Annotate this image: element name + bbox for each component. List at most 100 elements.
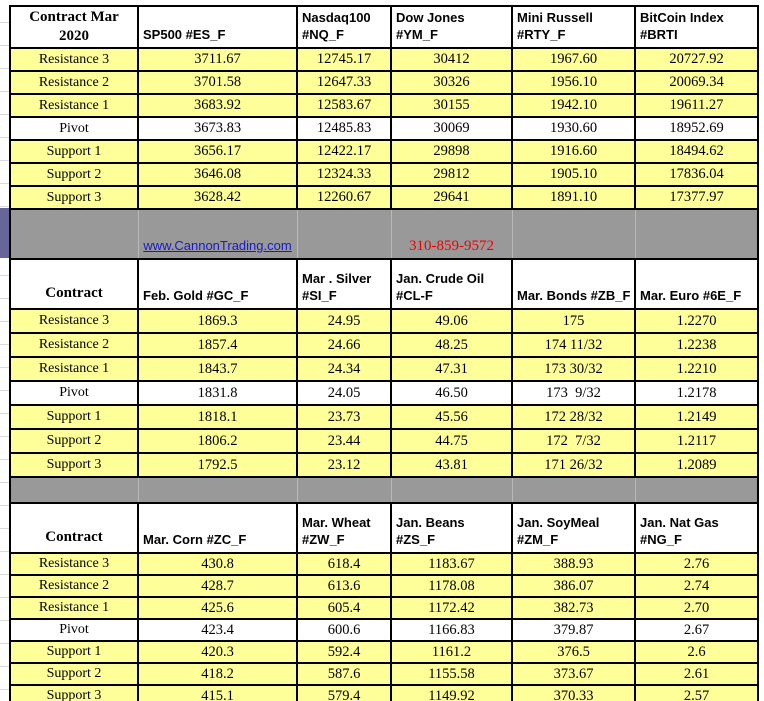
- value-cell: 175: [511, 308, 636, 334]
- column-header-line: SP500 #ES_F: [143, 27, 226, 43]
- value-cell: 2.74: [634, 574, 759, 598]
- separator-cell: [296, 476, 392, 504]
- value-cell: 18952.69: [634, 116, 759, 141]
- value-cell: 376.5: [511, 640, 636, 664]
- value-cell: 172 28/32: [511, 404, 636, 430]
- row-label: Support 2: [9, 662, 139, 686]
- value-cell: 1905.10: [511, 162, 636, 187]
- value-cell: 1183.67: [390, 552, 513, 576]
- row-label: Resistance 2: [9, 332, 139, 358]
- column-header: Mini Russell #RTY_F: [511, 5, 636, 49]
- table-row: Support 1 420.3 592.4 1161.2 376.5 2.6: [9, 640, 759, 664]
- value-cell: 618.4: [296, 552, 392, 576]
- header-row: Contract Feb. Gold #GC_F Mar . Silver #SI_F…: [9, 258, 759, 310]
- value-cell: 2.76: [634, 552, 759, 576]
- column-header-line: #ZM_F: [517, 532, 559, 548]
- row-label: Support 3: [9, 684, 139, 701]
- value-cell: 613.6: [296, 574, 392, 598]
- contract-corner-cell: Contract: [9, 502, 139, 554]
- column-header-line: #NQ_F: [302, 27, 344, 43]
- value-cell: 2.70: [634, 596, 759, 620]
- table-row: Resistance 1 1843.7 24.34 47.31 173 30/32 1.2…: [9, 356, 759, 382]
- value-cell: 30412: [390, 47, 513, 72]
- value-cell: 2.61: [634, 662, 759, 686]
- column-header-line: #RTY_F: [517, 27, 566, 43]
- table-row: Resistance 2 1857.4 24.66 48.25 174 11/32 1.2…: [9, 332, 759, 358]
- contract-corner-cell: Contract: [9, 258, 139, 310]
- value-cell: 17377.97: [634, 185, 759, 210]
- value-cell: 1.2178: [634, 380, 759, 406]
- row-label: Resistance 3: [9, 47, 139, 72]
- row-label: Resistance 2: [9, 574, 139, 598]
- value-cell: 1161.2: [390, 640, 513, 664]
- value-cell: 172 7/32: [511, 428, 636, 454]
- margin-accent-strip: [0, 208, 9, 258]
- column-header: Feb. Gold #GC_F: [137, 258, 298, 310]
- value-cell: 3656.17: [137, 139, 298, 164]
- column-header-line: Mar. Euro #6E_F: [640, 288, 742, 304]
- value-cell: 600.6: [296, 618, 392, 642]
- column-header: Mar. Euro #6E_F: [634, 258, 759, 310]
- column-header: Mar. Corn #ZC_F: [137, 502, 298, 554]
- value-cell: 379.87: [511, 618, 636, 642]
- value-cell: 1967.60: [511, 47, 636, 72]
- row-label: Support 1: [9, 404, 139, 430]
- value-cell: 20069.34: [634, 70, 759, 95]
- value-cell: 20727.92: [634, 47, 759, 72]
- row-label: Resistance 3: [9, 552, 139, 576]
- value-cell: 1916.60: [511, 139, 636, 164]
- column-header: Dow Jones #YM_F: [390, 5, 513, 49]
- header-row: Contract Mar. Corn #ZC_F Mar. Wheat #ZW_F Ja…: [9, 502, 759, 554]
- column-header: Jan. Crude Oil #CL-F: [390, 258, 513, 310]
- column-header-line: Jan. Nat Gas: [640, 515, 719, 531]
- value-cell: 29812: [390, 162, 513, 187]
- row-label: Support 2: [9, 162, 139, 187]
- column-header-line: #ZS_F: [396, 532, 436, 548]
- table-row: Resistance 2 3701.58 12647.33 30326 1956.10 2…: [9, 70, 759, 95]
- value-cell: 3701.58: [137, 70, 298, 95]
- value-cell: 173 30/32: [511, 356, 636, 382]
- value-cell: 1956.10: [511, 70, 636, 95]
- column-header-line: #SI_F: [302, 288, 337, 304]
- value-cell: 44.75: [390, 428, 513, 454]
- value-cell: 1.2117: [634, 428, 759, 454]
- table-row: Support 2 1806.2 23.44 44.75 172 7/32 1.2117: [9, 428, 759, 454]
- column-header-line: #ZW_F: [302, 532, 345, 548]
- cannon-trading-link[interactable]: www.CannonTrading.com: [143, 238, 292, 253]
- value-cell: 23.12: [296, 452, 392, 478]
- separator-row: www.CannonTrading.com 310-859-9572: [9, 208, 759, 260]
- row-label: Resistance 1: [9, 93, 139, 118]
- column-header: Jan. Beans #ZS_F: [390, 502, 513, 554]
- value-cell: 373.67: [511, 662, 636, 686]
- value-cell: 1792.5: [137, 452, 298, 478]
- value-cell: 587.6: [296, 662, 392, 686]
- value-cell: 605.4: [296, 596, 392, 620]
- column-header: SP500 #ES_F: [137, 5, 298, 49]
- value-cell: 3683.92: [137, 93, 298, 118]
- phone-number: 310-859-9572: [409, 238, 494, 254]
- value-cell: 12647.33: [296, 70, 392, 95]
- row-label: Resistance 2: [9, 70, 139, 95]
- value-cell: 24.05: [296, 380, 392, 406]
- value-cell: 30069: [390, 116, 513, 141]
- column-header-line: Mar . Silver: [302, 271, 372, 287]
- value-cell: 18494.62: [634, 139, 759, 164]
- value-cell: 30326: [390, 70, 513, 95]
- column-header-line: Nasdaq100: [302, 10, 371, 26]
- value-cell: 23.73: [296, 404, 392, 430]
- table-row: Pivot 1831.8 24.05 46.50 173 9/32 1.2178: [9, 380, 759, 406]
- value-cell: 370.33: [511, 684, 636, 701]
- header-row: Contract Mar 2020 SP500 #ES_F Nasdaq100 #NQ_…: [9, 5, 759, 49]
- table-row: Pivot 423.4 600.6 1166.83 379.87 2.67: [9, 618, 759, 642]
- column-header-line: Dow Jones: [396, 10, 465, 26]
- value-cell: 1831.8: [137, 380, 298, 406]
- row-label: Support 2: [9, 428, 139, 454]
- contract-corner-line: Contract: [45, 529, 103, 546]
- value-cell: 1166.83: [390, 618, 513, 642]
- value-cell: 1.2238: [634, 332, 759, 358]
- pivot-levels-table: Contract Mar 2020 SP500 #ES_F Nasdaq100 #NQ_…: [9, 5, 759, 701]
- value-cell: 24.95: [296, 308, 392, 334]
- column-header-line: Mar. Bonds #ZB_F: [517, 288, 631, 304]
- value-cell: 1869.3: [137, 308, 298, 334]
- value-cell: 1818.1: [137, 404, 298, 430]
